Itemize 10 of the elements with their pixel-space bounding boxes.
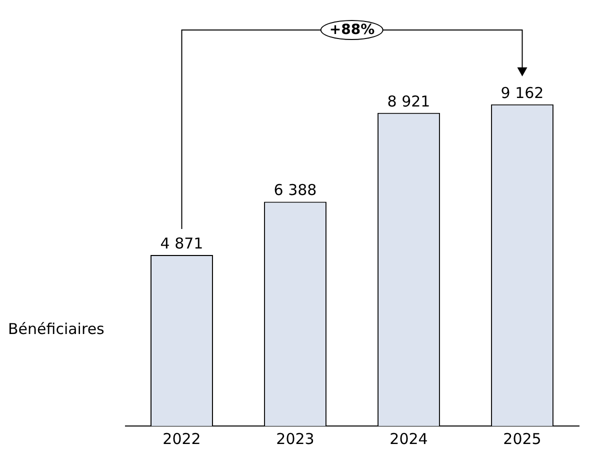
data-label: 4 871 bbox=[160, 234, 204, 252]
data-label: 6 388 bbox=[274, 181, 317, 200]
x-tick-label: 2023 bbox=[276, 430, 314, 448]
data-label: 9 162 bbox=[500, 84, 544, 102]
y-axis-title: Bénéficiaires bbox=[8, 320, 104, 338]
x-tick-label: 2025 bbox=[503, 430, 542, 448]
data-label: 8 921 bbox=[387, 92, 430, 110]
text: +88% bbox=[320, 20, 384, 40]
x-tick-label: 2022 bbox=[162, 430, 201, 448]
x-tick-label: 2024 bbox=[390, 430, 428, 448]
